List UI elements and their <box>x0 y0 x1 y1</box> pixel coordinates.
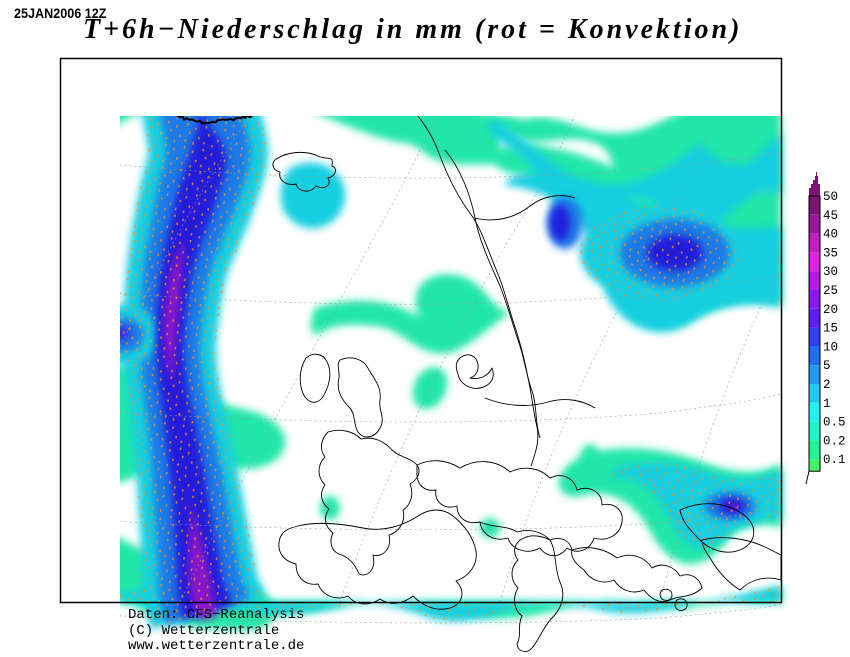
svg-text:25: 25 <box>823 284 838 298</box>
svg-text:0.1: 0.1 <box>823 453 846 467</box>
svg-text:5: 5 <box>823 359 831 373</box>
svg-text:2: 2 <box>823 378 831 392</box>
svg-text:1: 1 <box>823 397 831 411</box>
svg-text:35: 35 <box>823 246 838 260</box>
svg-text:0.5: 0.5 <box>823 416 846 430</box>
svg-text:15: 15 <box>823 322 838 336</box>
svg-text:30: 30 <box>823 265 838 279</box>
svg-text:40: 40 <box>823 228 838 242</box>
svg-text:0.2: 0.2 <box>823 434 846 448</box>
svg-text:50: 50 <box>823 190 838 204</box>
svg-text:20: 20 <box>823 303 838 317</box>
svg-text:10: 10 <box>823 340 838 354</box>
svg-text:45: 45 <box>823 209 838 223</box>
